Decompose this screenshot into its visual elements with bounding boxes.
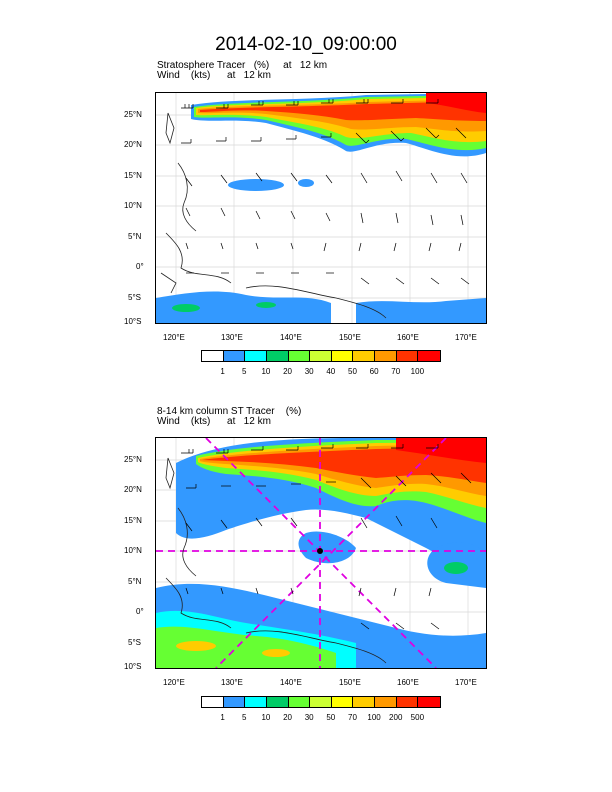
colorbar-label: 30 — [304, 367, 314, 376]
panel2-title-line2: Wind (kts) at 12 km — [157, 416, 271, 427]
colorbar-label: 50 — [326, 713, 336, 722]
colorbar-swatch — [288, 351, 311, 361]
panel1-lat-label: 25°N — [124, 110, 142, 119]
colorbar-swatch — [245, 697, 267, 707]
colorbar-swatch — [331, 697, 354, 707]
colorbar-label: 200 — [389, 713, 403, 722]
panel2-lat-label: 10°N — [124, 546, 142, 555]
colorbar-swatch — [202, 351, 224, 361]
colorbar-swatch — [223, 351, 246, 361]
colorbar-label: 5 — [242, 367, 247, 376]
panel1-tracer-field — [156, 93, 486, 323]
panel2-lat-label: 10°S — [124, 662, 142, 671]
panel1-lat-label: 15°N — [124, 171, 142, 180]
colorbar-label: 70 — [348, 713, 357, 722]
panel2-lat-label: 0° — [136, 607, 144, 616]
colorbar-label: 70 — [391, 367, 401, 376]
colorbar-label: 20 — [283, 367, 292, 376]
colorbar-swatch — [288, 697, 311, 707]
panel1-lon-label: 120°E — [163, 333, 185, 342]
panel1-coastlines — [160, 112, 387, 319]
colorbar-label: 5 — [242, 713, 247, 722]
colorbar-label: 1 — [220, 713, 225, 722]
page-title: 2014-02-10_09:00:00 — [215, 34, 397, 55]
colorbar-swatch — [396, 697, 419, 707]
panel1-lat-label: 5°N — [128, 232, 142, 241]
colorbar-swatch — [310, 697, 332, 707]
colorbar-label: 20 — [283, 713, 292, 722]
panel1-lat-label: 10°S — [124, 317, 142, 326]
colorbar-swatch — [245, 351, 267, 361]
panel1-wind-barbs — [181, 99, 470, 285]
panel2-lon-label: 130°E — [221, 678, 243, 687]
panel1-map-svg — [156, 93, 486, 323]
colorbar-swatch — [418, 697, 440, 707]
colorbar-label: 100 — [410, 367, 425, 376]
panel2-map — [155, 437, 487, 669]
panel1-lat-label: 20°N — [124, 140, 142, 149]
colorbar-swatch — [202, 697, 224, 707]
panel2-lat-label: 25°N — [124, 455, 142, 464]
colorbar-label: 100 — [367, 713, 381, 722]
panel2-center-marker — [317, 548, 323, 554]
colorbar-swatch — [353, 697, 375, 707]
colorbar-swatch — [331, 351, 354, 361]
colorbar-label: 60 — [369, 367, 379, 376]
panel1-lon-label: 130°E — [221, 333, 243, 342]
colorbar-label: 1 — [220, 367, 225, 376]
panel1-title-line1: Stratosphere Tracer (%) at 12 km — [157, 60, 328, 71]
panel2-lat-label: 5°S — [128, 638, 141, 647]
panel2-lon-label: 160°E — [397, 678, 419, 687]
panel1-map — [155, 92, 487, 324]
colorbar-swatch — [375, 351, 397, 361]
colorbar-label: 30 — [304, 713, 314, 722]
panel2-map-svg — [156, 438, 486, 668]
panel1-lon-label: 170°E — [455, 333, 477, 342]
panel1-lon-label: 150°E — [339, 333, 361, 342]
panel2-lon-label: 170°E — [455, 678, 477, 687]
panel2-title-line1: 8-14 km column ST Tracer (%) — [157, 406, 302, 417]
colorbar-label: 50 — [348, 367, 357, 376]
colorbar-swatch — [375, 697, 397, 707]
colorbar-label: 40 — [326, 367, 336, 376]
colorbar-swatch — [353, 351, 375, 361]
panel1-lat-label: 10°N — [124, 201, 142, 210]
panel2-coastlines — [165, 457, 387, 664]
panel1-lon-label: 160°E — [397, 333, 419, 342]
panel2-lat-label: 15°N — [124, 516, 142, 525]
colorbar-label: 10 — [261, 367, 271, 376]
panel1-lat-label: 0° — [136, 262, 144, 271]
colorbar-swatch — [223, 697, 246, 707]
panel1-lat-label: 5°S — [128, 293, 141, 302]
colorbar-label: 10 — [261, 713, 271, 722]
colorbar-swatch — [310, 351, 332, 361]
panel2-lon-label: 140°E — [280, 678, 302, 687]
colorbar-swatch — [396, 351, 419, 361]
panel2-lon-label: 150°E — [339, 678, 361, 687]
panel2-colorbar — [201, 696, 441, 708]
panel2-wind-barbs — [181, 444, 472, 630]
panel2-lat-label: 5°N — [128, 577, 142, 586]
panel1-title-line2: Wind (kts) at 12 km — [157, 70, 271, 81]
colorbar-swatch — [266, 351, 289, 361]
panel1-colorbar — [201, 350, 441, 362]
panel2-lat-label: 20°N — [124, 485, 142, 494]
colorbar-label: 500 — [410, 713, 425, 722]
panel2-lon-label: 120°E — [163, 678, 185, 687]
colorbar-swatch — [418, 351, 440, 361]
colorbar-swatch — [266, 697, 289, 707]
panel1-lon-label: 140°E — [280, 333, 302, 342]
